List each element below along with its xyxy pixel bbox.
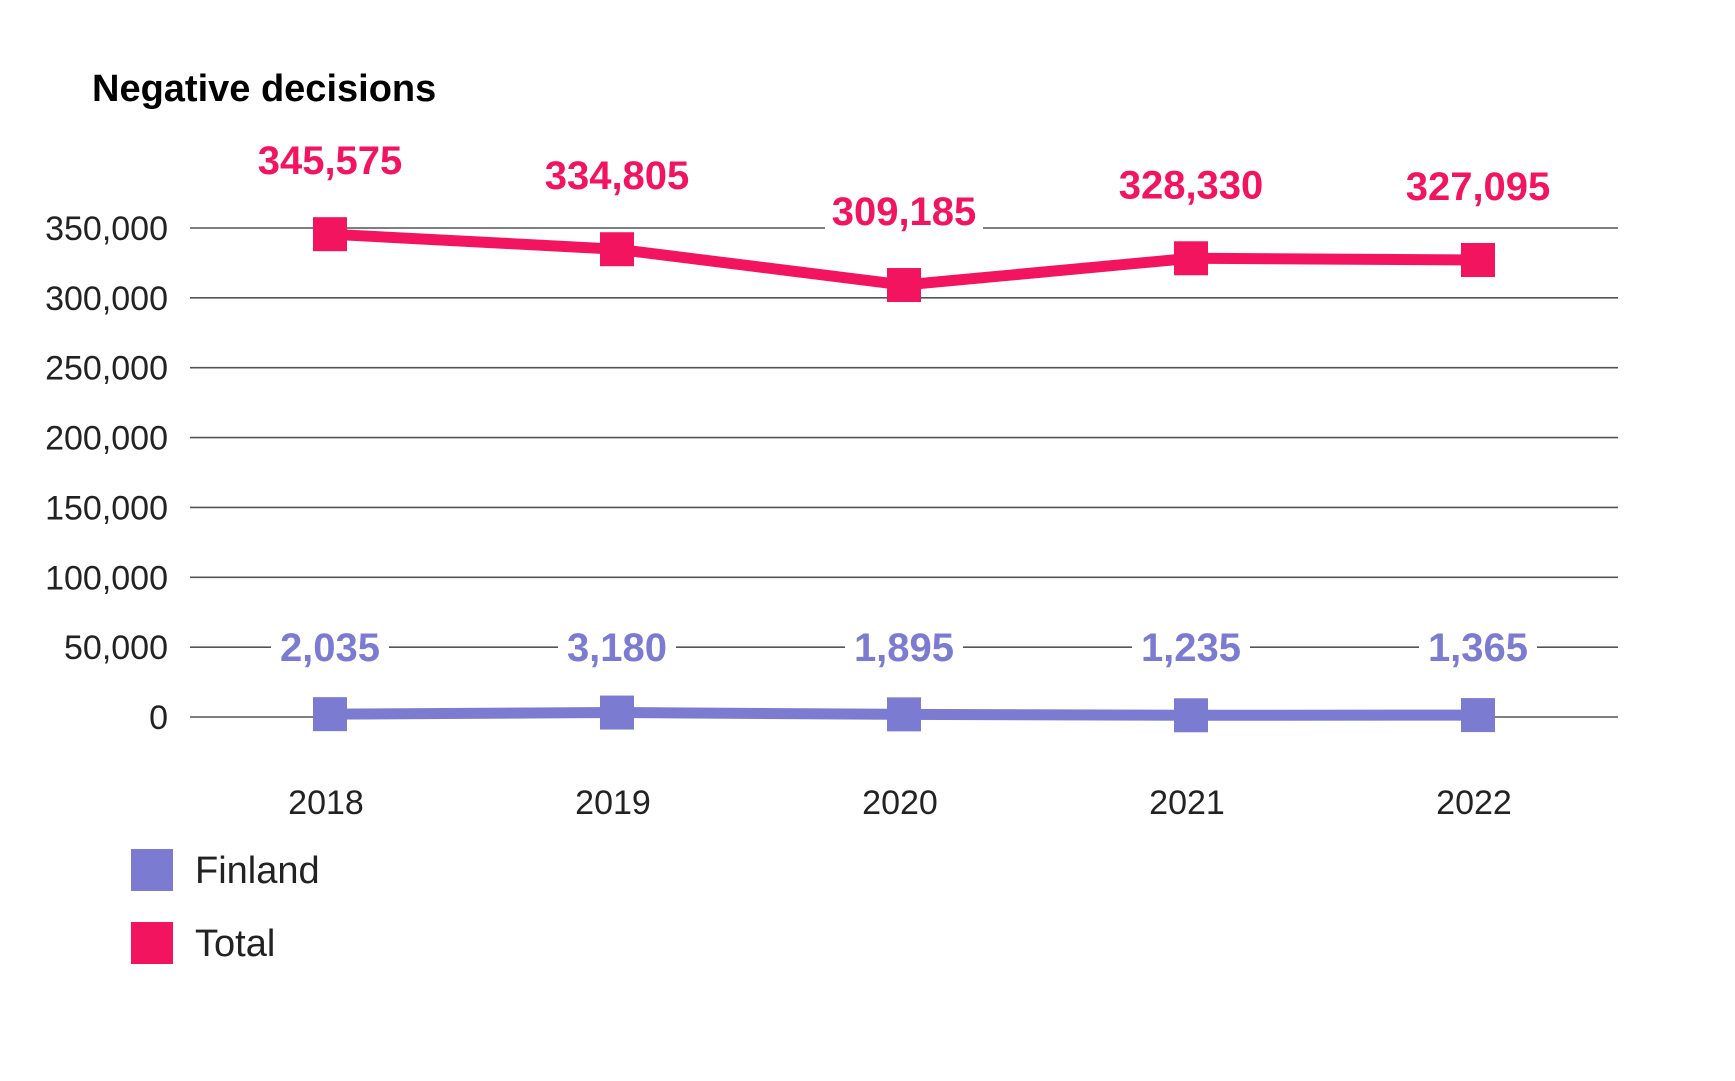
data-label-background xyxy=(1399,168,1557,209)
legend: Finland Total xyxy=(131,849,320,965)
y-tick-label: 0 xyxy=(149,699,168,737)
x-tick-label: 2022 xyxy=(1436,784,1512,822)
y-tick-label: 50,000 xyxy=(64,629,168,667)
data-point xyxy=(1461,698,1495,733)
y-axis: 0 50,000 100,000 150,000 200,000 250,000 300,0… xyxy=(45,210,168,737)
data-label: 3,180 xyxy=(567,626,667,670)
x-tick-label: 2018 xyxy=(288,784,364,822)
x-tick-label: 2020 xyxy=(862,784,938,822)
data-label-background xyxy=(845,629,963,670)
x-tick-label: 2021 xyxy=(1149,784,1225,822)
data-label: 328,330 xyxy=(1119,163,1264,207)
data-point xyxy=(313,697,347,732)
data-point xyxy=(1174,241,1208,276)
data-label: 2,035 xyxy=(280,626,380,670)
data-label-background xyxy=(1419,629,1537,670)
series-finland: 2,035 3,180 1,895 1,235 1,365 xyxy=(271,626,1537,733)
y-tick-label: 350,000 xyxy=(45,210,168,248)
data-label-background xyxy=(1132,629,1250,670)
y-tick-label: 300,000 xyxy=(45,280,168,318)
data-label-background xyxy=(1112,166,1270,207)
y-tick-label: 150,000 xyxy=(45,489,168,527)
data-point xyxy=(313,217,347,252)
data-point xyxy=(1174,698,1208,733)
data-point xyxy=(600,695,634,730)
data-label-background xyxy=(271,629,389,670)
data-label: 1,365 xyxy=(1428,626,1528,670)
data-label: 309,185 xyxy=(832,190,977,234)
data-label: 1,235 xyxy=(1141,626,1241,670)
data-label-background xyxy=(825,193,983,234)
y-tick-label: 250,000 xyxy=(45,350,168,388)
legend-label: Total xyxy=(195,923,275,965)
y-tick-label: 200,000 xyxy=(45,420,168,458)
legend-swatch xyxy=(131,849,173,891)
legend-swatch xyxy=(131,922,173,964)
data-label: 334,805 xyxy=(545,154,690,198)
chart-title: Negative decisions xyxy=(92,68,436,110)
data-label-background xyxy=(558,629,676,670)
legend-label: Finland xyxy=(195,850,320,892)
data-label: 327,095 xyxy=(1406,165,1551,209)
data-point xyxy=(600,232,634,267)
y-tick-label: 100,000 xyxy=(45,559,168,597)
data-label: 1,895 xyxy=(854,626,954,670)
data-point xyxy=(1461,243,1495,278)
grid xyxy=(190,227,1618,718)
x-axis: 2018 2019 2020 2021 2022 xyxy=(288,784,1512,822)
series-total: 345,575 334,805 309,185 328,330 327,095 xyxy=(251,139,1557,303)
data-label-background xyxy=(251,142,409,183)
data-point xyxy=(887,697,921,732)
data-point xyxy=(887,268,921,303)
data-label-background xyxy=(538,157,696,198)
data-label: 345,575 xyxy=(258,139,403,183)
x-tick-label: 2019 xyxy=(575,784,651,822)
